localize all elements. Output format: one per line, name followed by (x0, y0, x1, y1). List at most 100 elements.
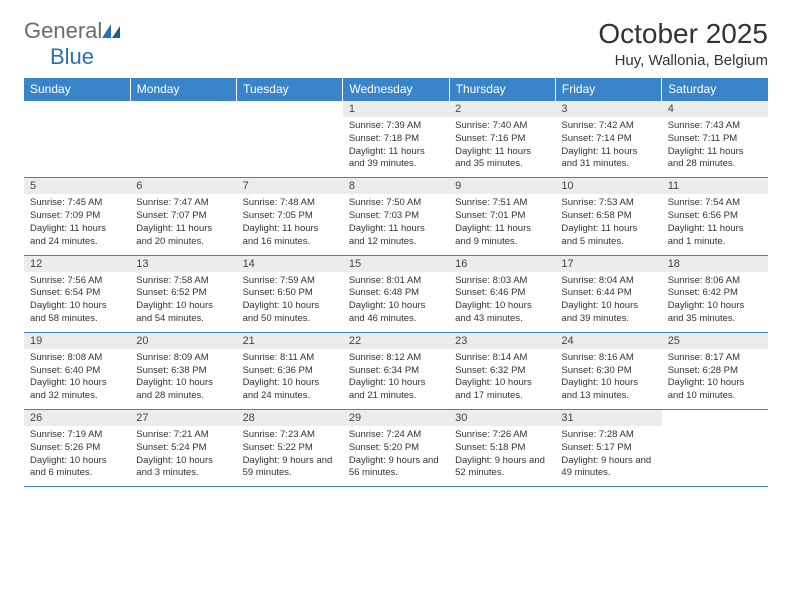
day-number-cell: 3 (555, 101, 661, 118)
detail-row: Sunrise: 7:56 AMSunset: 6:54 PMDaylight:… (24, 272, 768, 333)
day-number-cell: 6 (130, 178, 236, 195)
daynum-row: 19202122232425 (24, 332, 768, 349)
day-number-cell: 15 (343, 255, 449, 272)
day-detail-cell: Sunrise: 7:56 AMSunset: 6:54 PMDaylight:… (24, 272, 130, 333)
day-number-cell: 11 (662, 178, 768, 195)
day-detail-cell: Sunrise: 7:40 AMSunset: 7:16 PMDaylight:… (449, 117, 555, 178)
title-block: October 2025 Huy, Wallonia, Belgium (598, 18, 768, 69)
day-number-cell: 24 (555, 332, 661, 349)
sail-icon (102, 18, 120, 32)
day-detail-cell: Sunrise: 8:03 AMSunset: 6:46 PMDaylight:… (449, 272, 555, 333)
day-detail-cell: Sunrise: 7:45 AMSunset: 7:09 PMDaylight:… (24, 194, 130, 255)
day-detail-cell: Sunrise: 8:01 AMSunset: 6:48 PMDaylight:… (343, 272, 449, 333)
brand-logo: General Blue (24, 18, 120, 70)
day-detail-cell: Sunrise: 8:16 AMSunset: 6:30 PMDaylight:… (555, 349, 661, 410)
weekday-header: Tuesday (237, 78, 343, 101)
calendar-page: General Blue October 2025 Huy, Wallonia,… (0, 0, 792, 499)
day-number-cell: 28 (237, 410, 343, 427)
day-detail-cell: Sunrise: 7:28 AMSunset: 5:17 PMDaylight:… (555, 426, 661, 486)
day-detail-cell: Sunrise: 7:19 AMSunset: 5:26 PMDaylight:… (24, 426, 130, 486)
daynum-row: 1234 (24, 101, 768, 118)
calendar-body: 1234Sunrise: 7:39 AMSunset: 7:18 PMDayli… (24, 101, 768, 487)
bottom-rule (24, 486, 768, 487)
day-detail-cell: Sunrise: 8:11 AMSunset: 6:36 PMDaylight:… (237, 349, 343, 410)
detail-row: Sunrise: 7:39 AMSunset: 7:18 PMDaylight:… (24, 117, 768, 178)
day-number-cell: 9 (449, 178, 555, 195)
day-detail-cell: Sunrise: 7:58 AMSunset: 6:52 PMDaylight:… (130, 272, 236, 333)
day-number-cell (237, 101, 343, 118)
day-detail-cell: Sunrise: 7:48 AMSunset: 7:05 PMDaylight:… (237, 194, 343, 255)
day-detail-cell: Sunrise: 7:26 AMSunset: 5:18 PMDaylight:… (449, 426, 555, 486)
weekday-header: Saturday (662, 78, 768, 101)
day-number-cell: 8 (343, 178, 449, 195)
day-number-cell: 29 (343, 410, 449, 427)
day-detail-cell: Sunrise: 8:04 AMSunset: 6:44 PMDaylight:… (555, 272, 661, 333)
day-number-cell (130, 101, 236, 118)
day-detail-cell: Sunrise: 7:53 AMSunset: 6:58 PMDaylight:… (555, 194, 661, 255)
weekday-header: Wednesday (343, 78, 449, 101)
day-number-cell: 13 (130, 255, 236, 272)
day-number-cell: 5 (24, 178, 130, 195)
brand-text: General Blue (24, 18, 120, 70)
day-number-cell: 25 (662, 332, 768, 349)
weekday-header-row: Sunday Monday Tuesday Wednesday Thursday… (24, 78, 768, 101)
day-number-cell: 4 (662, 101, 768, 118)
day-number-cell (662, 410, 768, 427)
day-number-cell (24, 101, 130, 118)
day-detail-cell: Sunrise: 7:39 AMSunset: 7:18 PMDaylight:… (343, 117, 449, 178)
location-text: Huy, Wallonia, Belgium (598, 52, 768, 69)
day-number-cell: 31 (555, 410, 661, 427)
day-detail-cell: Sunrise: 8:09 AMSunset: 6:38 PMDaylight:… (130, 349, 236, 410)
month-title: October 2025 (598, 18, 768, 50)
day-detail-cell: Sunrise: 8:08 AMSunset: 6:40 PMDaylight:… (24, 349, 130, 410)
day-number-cell: 10 (555, 178, 661, 195)
day-detail-cell: Sunrise: 7:23 AMSunset: 5:22 PMDaylight:… (237, 426, 343, 486)
day-detail-cell: Sunrise: 7:24 AMSunset: 5:20 PMDaylight:… (343, 426, 449, 486)
page-header: General Blue October 2025 Huy, Wallonia,… (24, 18, 768, 70)
daynum-row: 262728293031 (24, 410, 768, 427)
brand-word-1: General (24, 18, 102, 43)
day-number-cell: 30 (449, 410, 555, 427)
day-number-cell: 7 (237, 178, 343, 195)
day-detail-cell (662, 426, 768, 486)
day-detail-cell: Sunrise: 7:21 AMSunset: 5:24 PMDaylight:… (130, 426, 236, 486)
detail-row: Sunrise: 7:19 AMSunset: 5:26 PMDaylight:… (24, 426, 768, 486)
day-detail-cell: Sunrise: 8:14 AMSunset: 6:32 PMDaylight:… (449, 349, 555, 410)
detail-row: Sunrise: 7:45 AMSunset: 7:09 PMDaylight:… (24, 194, 768, 255)
day-detail-cell: Sunrise: 7:50 AMSunset: 7:03 PMDaylight:… (343, 194, 449, 255)
day-number-cell: 18 (662, 255, 768, 272)
day-detail-cell (237, 117, 343, 178)
day-detail-cell: Sunrise: 7:47 AMSunset: 7:07 PMDaylight:… (130, 194, 236, 255)
day-detail-cell (24, 117, 130, 178)
detail-row: Sunrise: 8:08 AMSunset: 6:40 PMDaylight:… (24, 349, 768, 410)
day-number-cell: 16 (449, 255, 555, 272)
day-number-cell: 22 (343, 332, 449, 349)
day-detail-cell: Sunrise: 7:59 AMSunset: 6:50 PMDaylight:… (237, 272, 343, 333)
day-detail-cell (130, 117, 236, 178)
calendar-table: Sunday Monday Tuesday Wednesday Thursday… (24, 78, 768, 487)
weekday-header: Monday (130, 78, 236, 101)
brand-word-2: Blue (50, 44, 94, 69)
day-number-cell: 26 (24, 410, 130, 427)
weekday-header: Thursday (449, 78, 555, 101)
day-number-cell: 27 (130, 410, 236, 427)
day-detail-cell: Sunrise: 7:42 AMSunset: 7:14 PMDaylight:… (555, 117, 661, 178)
day-detail-cell: Sunrise: 7:51 AMSunset: 7:01 PMDaylight:… (449, 194, 555, 255)
day-detail-cell: Sunrise: 8:12 AMSunset: 6:34 PMDaylight:… (343, 349, 449, 410)
weekday-header: Friday (555, 78, 661, 101)
daynum-row: 567891011 (24, 178, 768, 195)
day-number-cell: 1 (343, 101, 449, 118)
day-number-cell: 19 (24, 332, 130, 349)
daynum-row: 12131415161718 (24, 255, 768, 272)
weekday-header: Sunday (24, 78, 130, 101)
day-detail-cell: Sunrise: 7:54 AMSunset: 6:56 PMDaylight:… (662, 194, 768, 255)
day-number-cell: 12 (24, 255, 130, 272)
day-detail-cell: Sunrise: 7:43 AMSunset: 7:11 PMDaylight:… (662, 117, 768, 178)
day-number-cell: 20 (130, 332, 236, 349)
day-number-cell: 23 (449, 332, 555, 349)
day-detail-cell: Sunrise: 8:06 AMSunset: 6:42 PMDaylight:… (662, 272, 768, 333)
day-number-cell: 21 (237, 332, 343, 349)
day-number-cell: 17 (555, 255, 661, 272)
day-detail-cell: Sunrise: 8:17 AMSunset: 6:28 PMDaylight:… (662, 349, 768, 410)
day-number-cell: 2 (449, 101, 555, 118)
